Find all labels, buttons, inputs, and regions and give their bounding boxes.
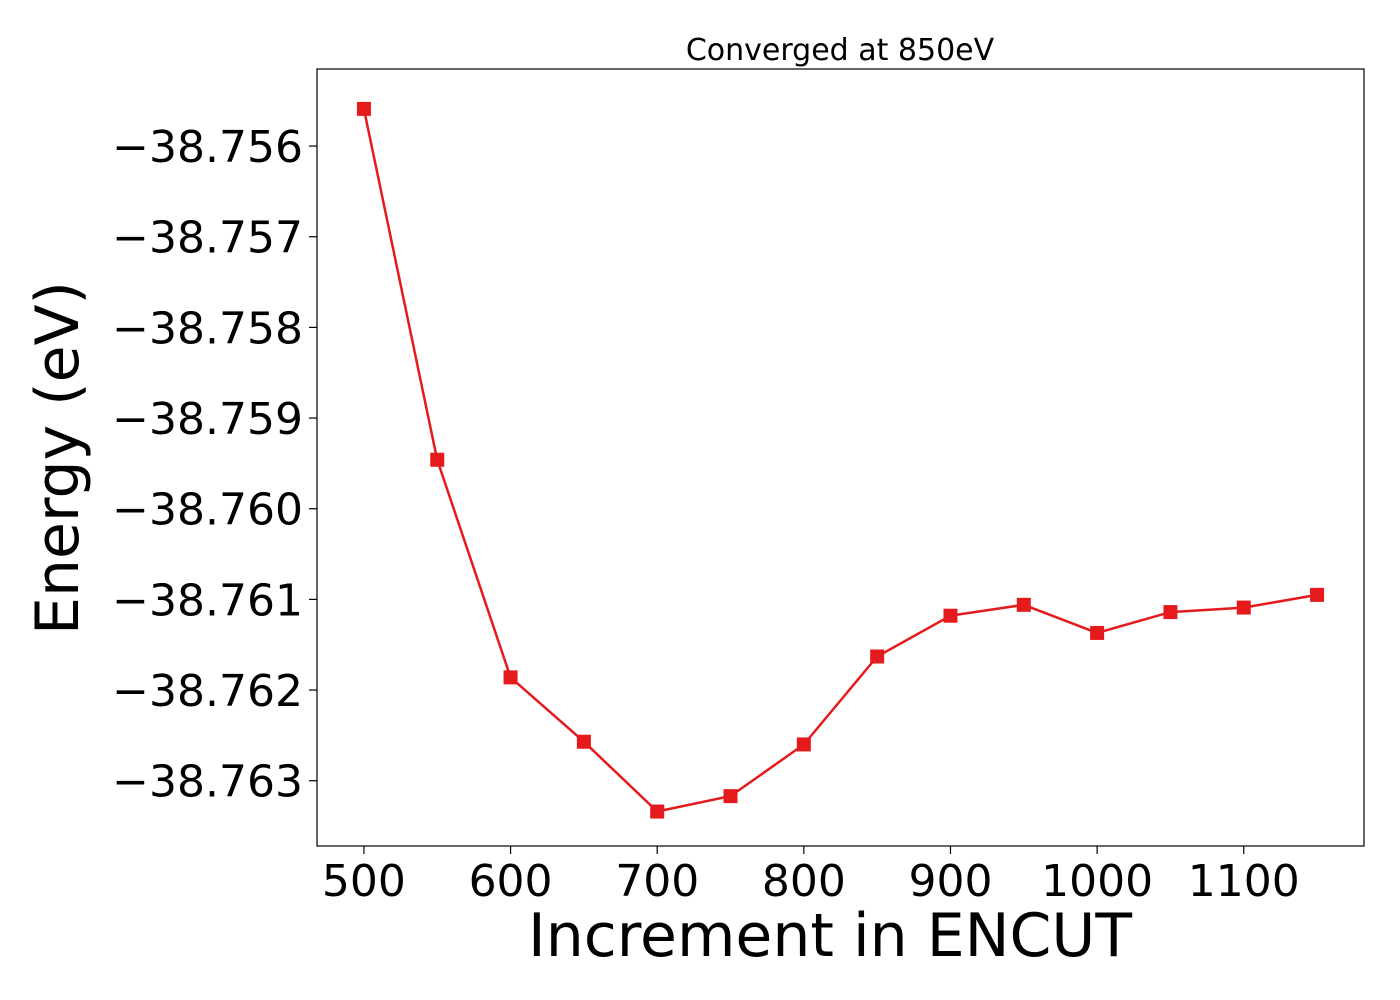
plot-frame [316,68,1365,847]
y-tick-label: −38.763 [112,757,303,808]
y-tick-label: −38.758 [112,303,303,354]
x-tick-label: 1100 [1188,856,1300,907]
x-axis-label: Increment in ENCUT [528,901,1132,971]
data-point-marker [723,789,738,804]
x-tick-label: 900 [908,856,992,907]
data-point-marker [943,608,958,623]
data-point-marker [1310,587,1325,602]
x-tick-label: 600 [469,856,553,907]
data-point-marker [796,737,811,752]
x-axis: 500 600 700 800 900 1000 1100 [322,846,1300,907]
x-tick-label: 700 [615,856,699,907]
data-point-marker [650,804,665,819]
y-axis-label: Energy (eV) [23,281,93,635]
x-tick-label: 1000 [1041,856,1153,907]
y-tick-label: −38.759 [112,394,303,445]
data-point-marker [430,452,445,467]
y-tick-label: −38.757 [112,213,303,264]
data-point-marker [503,670,518,685]
series-line [362,108,1318,813]
data-point-marker [870,649,885,664]
data-point-marker [1163,605,1178,620]
data-point-marker [1016,597,1031,612]
series-layer [356,101,1325,819]
y-tick-label: −38.760 [112,485,303,536]
x-tick-label: 800 [762,856,846,907]
data-point-marker [356,101,371,116]
y-tick-label: −38.761 [112,575,303,626]
y-axis: −38.756 −38.757 −38.758 −38.759 −38.760 −38.7… [112,122,317,808]
y-tick-label: −38.756 [112,122,303,173]
data-point-marker [1090,625,1105,640]
data-point-marker [576,734,591,749]
x-tick-label: 500 [322,856,406,907]
data-point-marker [1236,600,1251,615]
y-tick-label: −38.762 [112,666,303,717]
chart-title: Converged at 850eV [686,33,995,68]
